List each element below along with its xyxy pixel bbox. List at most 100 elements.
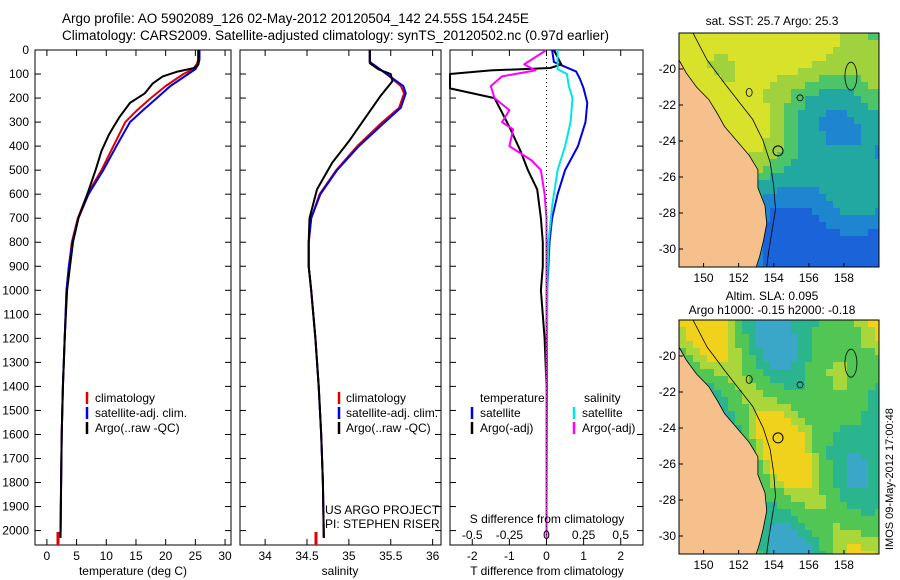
- legend-label-satellite: satellite-adj. clim.: [346, 406, 438, 420]
- map-cell: [805, 516, 812, 523]
- map-cell: [791, 243, 798, 250]
- map-cell: [784, 320, 791, 327]
- map-cell: [749, 68, 756, 75]
- map-cell: [812, 376, 819, 383]
- map-cell: [833, 166, 840, 173]
- map-cell: [861, 460, 868, 467]
- map-cell: [770, 341, 777, 348]
- map-cell: [868, 362, 875, 369]
- map-cell: [749, 341, 756, 348]
- map-cell: [770, 348, 777, 355]
- map-cell: [777, 544, 784, 551]
- map-cell: [833, 446, 840, 453]
- map-cell: [812, 61, 819, 68]
- map-cell: [812, 152, 819, 159]
- map-cell: [875, 103, 879, 110]
- map-cell: [798, 369, 805, 376]
- map-cell: [721, 390, 728, 397]
- map-cell: [847, 250, 854, 257]
- map-cell: [707, 96, 714, 103]
- map-cell: [777, 180, 784, 187]
- map-cell: [763, 481, 770, 488]
- map-cell: [728, 75, 735, 82]
- map-cell: [875, 341, 879, 348]
- map-cell: [826, 159, 833, 166]
- map-cell: [693, 348, 700, 355]
- map-cell: [693, 327, 700, 334]
- map-cell: [875, 397, 879, 404]
- map-cell: [791, 509, 798, 516]
- map-cell: [826, 131, 833, 138]
- salinity-plot: 34 34.5 35 35.5 36: [258, 50, 440, 563]
- map-cell: [868, 187, 875, 194]
- map-cell: [707, 355, 714, 362]
- map-cell: [756, 96, 763, 103]
- map-cell: [784, 236, 791, 243]
- map-cell: [868, 215, 875, 222]
- map-cell: [791, 222, 798, 229]
- map-cell: [749, 75, 756, 82]
- map-cell: [777, 334, 784, 341]
- map-cell: [826, 194, 833, 201]
- map-cell: [805, 159, 812, 166]
- map-cell: [749, 411, 756, 418]
- map-cell: [840, 208, 847, 215]
- map-cell: [784, 47, 791, 54]
- map-cell: [826, 488, 833, 495]
- map-cell: [798, 327, 805, 334]
- map-cell: [707, 369, 714, 376]
- map-cell: [861, 516, 868, 523]
- map-cell: [819, 530, 826, 537]
- map-cell: [805, 362, 812, 369]
- top-x-tick-label: 0.5: [612, 528, 629, 542]
- map-cell: [798, 131, 805, 138]
- map-cell: [868, 89, 875, 96]
- pi-annotation: PI: STEPHEN RISER: [325, 517, 440, 531]
- map-cell: [875, 47, 879, 54]
- map-cell: [721, 320, 728, 327]
- map-cell: [784, 159, 791, 166]
- map-cell: [784, 453, 791, 460]
- map-cell: [784, 54, 791, 61]
- map-cell: [763, 369, 770, 376]
- map-cell: [805, 523, 812, 530]
- map-cell: [875, 516, 879, 523]
- map-cell: [777, 397, 784, 404]
- legend-label-sal-argo: Argo(-adj): [582, 421, 635, 435]
- map-cell: [770, 397, 777, 404]
- map-cell: [854, 103, 861, 110]
- map-cell: [756, 390, 763, 397]
- map-cell: [721, 362, 728, 369]
- map-cell: [826, 173, 833, 180]
- map-cell: [728, 117, 735, 124]
- map-cell: [854, 187, 861, 194]
- map-cell: [784, 201, 791, 208]
- map-cell: [756, 33, 763, 40]
- map-cell: [798, 467, 805, 474]
- map-cell: [763, 152, 770, 159]
- map-cell: [833, 341, 840, 348]
- map-cell: [826, 362, 833, 369]
- map-cell: [798, 446, 805, 453]
- map-cell: [847, 425, 854, 432]
- map-cell: [861, 110, 868, 117]
- map-cell: [777, 215, 784, 222]
- map-cell: [805, 369, 812, 376]
- map-cell: [805, 145, 812, 152]
- map-cell: [742, 432, 749, 439]
- map-cell: [826, 187, 833, 194]
- map-cell: [875, 418, 879, 425]
- x-tick-label: 35.5: [379, 549, 403, 563]
- map-cell: [854, 145, 861, 152]
- map-cell: [868, 432, 875, 439]
- map-cell: [875, 54, 879, 61]
- map-cell: [861, 523, 868, 530]
- map-cell: [861, 320, 868, 327]
- map-cell: [791, 369, 798, 376]
- map-cell: [798, 257, 805, 264]
- map-cell: [714, 348, 721, 355]
- map-cell: [728, 397, 735, 404]
- map-cell: [721, 68, 728, 75]
- map-cell: [770, 453, 777, 460]
- map-cell: [805, 411, 812, 418]
